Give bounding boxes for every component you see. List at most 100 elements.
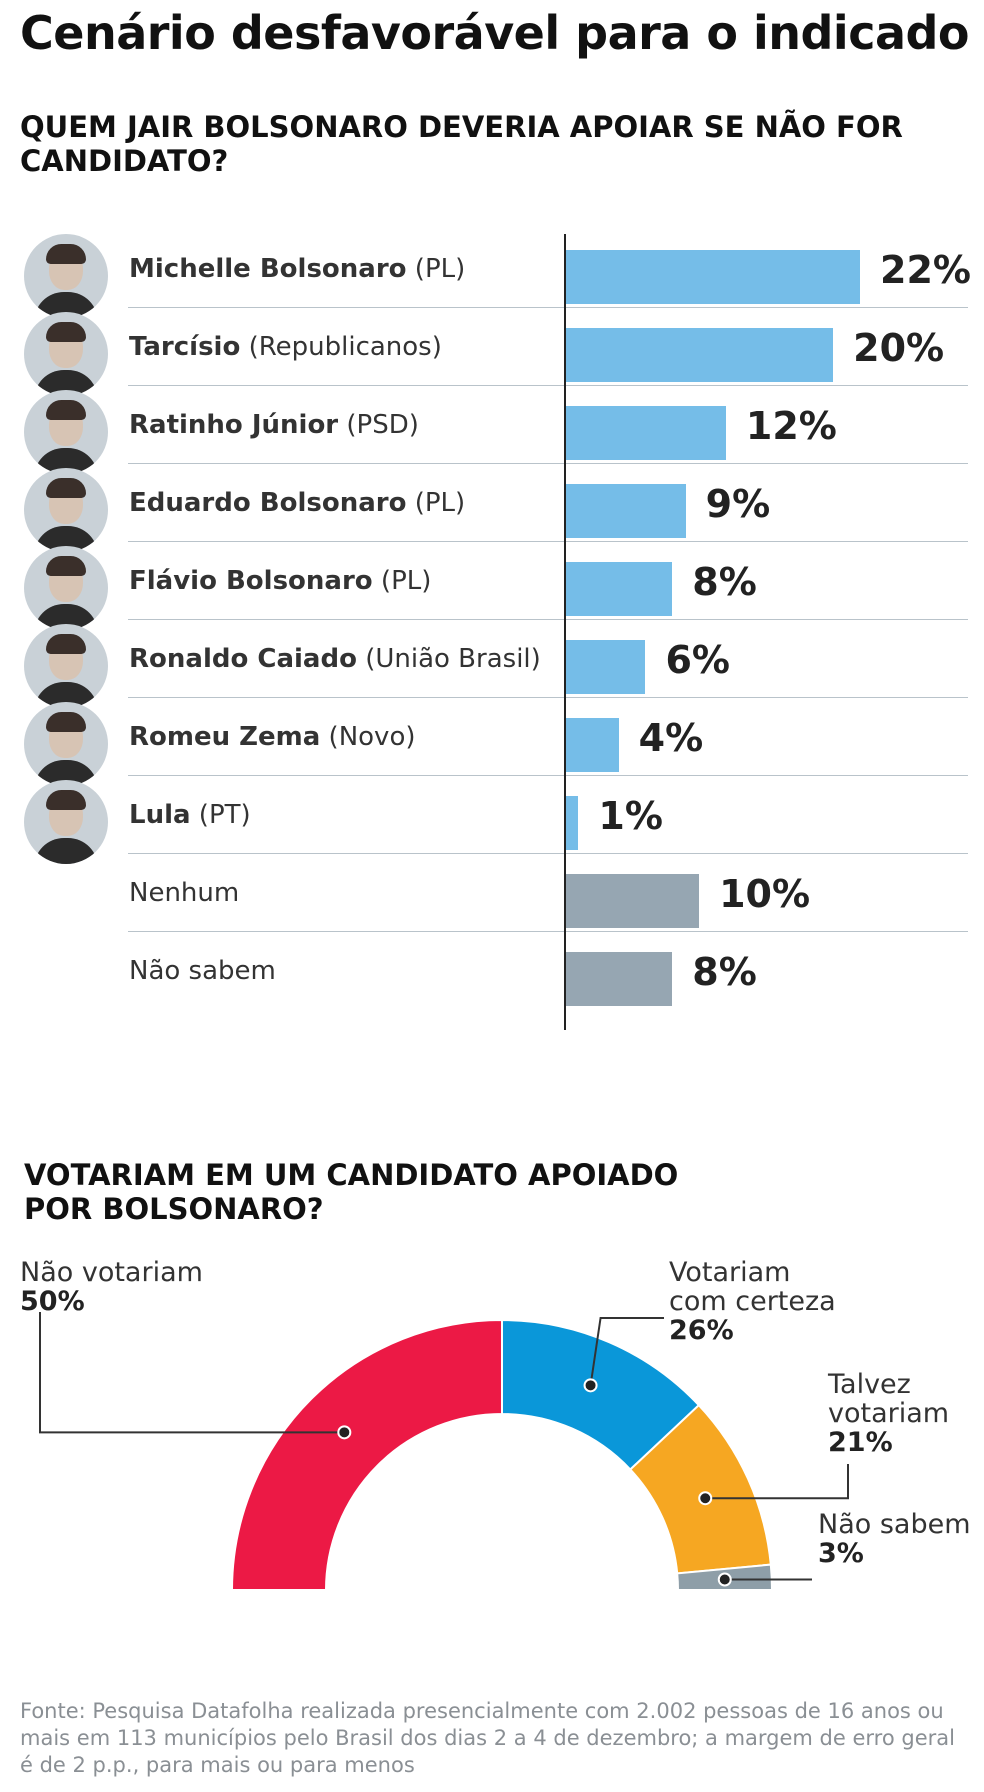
bar-value-label: 8% [692, 950, 757, 994]
candidate-name: Ronaldo Caiado [129, 644, 357, 674]
slice-name: Talvez votariam [828, 1369, 950, 1429]
bar [565, 250, 860, 304]
bar [565, 484, 686, 538]
candidate-photo [24, 780, 108, 864]
bar [565, 796, 579, 850]
slice-value: 50% [20, 1286, 85, 1317]
leader-dot [337, 1425, 352, 1440]
bar-label: Nenhum [129, 878, 239, 908]
bar-value-label: 10% [719, 872, 811, 916]
slice-value: 3% [818, 1538, 864, 1569]
bar-row: Michelle Bolsonaro (PL) 22% [0, 230, 984, 318]
row-divider [128, 853, 968, 854]
candidate-name: Michelle Bolsonaro [129, 254, 407, 284]
candidate-party: (Novo) [320, 722, 416, 752]
bar-row: Tarcísio (Republicanos) 20% [0, 308, 984, 396]
bar-row: Nenhum 10% [0, 854, 984, 932]
bar-value-label: 6% [665, 638, 730, 682]
slice-name: Não votariam [20, 1257, 203, 1288]
candidate-party: (União Brasil) [356, 644, 541, 674]
slice-value: 26% [669, 1315, 734, 1346]
bar-row: Não sabem 8% [0, 932, 984, 1010]
bar-label: Michelle Bolsonaro (PL) [129, 254, 465, 284]
slice-value: 21% [828, 1427, 893, 1458]
row-divider [128, 541, 968, 542]
bar-value-label: 1% [598, 794, 663, 838]
candidate-party: (PSD) [338, 410, 419, 440]
row-divider [128, 775, 968, 776]
leader-dot [717, 1572, 732, 1587]
bar-label: Ronaldo Caiado (União Brasil) [129, 644, 541, 674]
slice-name: Votariam com certeza [669, 1257, 836, 1317]
bar-row: Flávio Bolsonaro (PL) 8% [0, 542, 984, 630]
candidate-party: (PT) [190, 800, 251, 830]
candidate-photo [24, 390, 108, 474]
leader-line [705, 1464, 849, 1500]
bar-chart-axis [564, 234, 566, 1030]
bar-label: Lula (PT) [129, 800, 251, 830]
leader-dot [698, 1491, 713, 1506]
bar-value-label: 9% [705, 482, 771, 526]
candidate-photo [24, 312, 108, 396]
bar-chart: Michelle Bolsonaro (PL) 22% Tarcísio (Repu… [0, 230, 984, 1030]
bar [565, 874, 700, 928]
bar [565, 952, 673, 1006]
bar [565, 640, 646, 694]
row-divider [128, 307, 968, 308]
bar-row: Ratinho Júnior (PSD) 12% [0, 386, 984, 474]
bar-label: Ratinho Júnior (PSD) [129, 410, 419, 440]
bar-row: Eduardo Bolsonaro (PL) 9% [0, 464, 984, 552]
page-title: Cenário desfavorável para o indicado [20, 6, 970, 60]
bar-value-label: 22% [880, 248, 971, 292]
candidate-photo [24, 546, 108, 630]
candidate-name: Eduardo Bolsonaro [129, 488, 407, 518]
candidate-name: Tarcísio [129, 332, 241, 362]
bar-value-label: 20% [853, 326, 945, 370]
bar-value-label: 4% [638, 716, 704, 760]
bar-row: Ronaldo Caiado (União Brasil) 6% [0, 620, 984, 708]
slice-name: Não sabem [818, 1509, 971, 1540]
bar-value-label: 12% [745, 404, 837, 448]
slice-label-votariam: Votariam com certeza 26% [669, 1258, 849, 1345]
bar [565, 328, 834, 382]
row-divider [128, 463, 968, 464]
bar [565, 406, 726, 460]
bar-row: Romeu Zema (Novo) 4% [0, 698, 984, 786]
donut-chart: Não votariam 50% Votariam com certeza 26… [0, 1258, 984, 1610]
slice-label-talvez: Talvez votariam 21% [828, 1370, 968, 1457]
row-divider [128, 385, 968, 386]
bar [565, 562, 673, 616]
bar [565, 718, 619, 772]
bar-label: Tarcísio (Republicanos) [129, 332, 442, 362]
slice-label-nao-sabem: Não sabem 3% [818, 1510, 971, 1568]
bar-label: Flávio Bolsonaro (PL) [129, 566, 431, 596]
candidate-name: Ratinho Júnior [129, 410, 339, 440]
candidate-name: Flávio Bolsonaro [129, 566, 373, 596]
leader-line [39, 1312, 345, 1434]
candidate-name: Romeu Zema [129, 722, 321, 752]
bar-row: Lula (PT) 1% [0, 776, 984, 864]
bar-value-label: 8% [692, 560, 757, 604]
row-divider [128, 931, 968, 932]
donut-chart-title: VOTARIAM EM UM CANDIDATO APOIADO POR BOL… [24, 1158, 679, 1226]
candidate-party: (PL) [406, 254, 466, 284]
candidate-photo [24, 234, 108, 318]
candidate-photo [24, 624, 108, 708]
candidate-photo [24, 702, 108, 786]
candidate-party: (PL) [406, 488, 466, 518]
bar-chart-title: QUEM JAIR BOLSONARO DEVERIA APOIAR SE NÃ… [20, 110, 903, 178]
candidate-party: (Republicanos) [240, 332, 442, 362]
source-note: Fonte: Pesquisa Datafolha realizada pres… [20, 1699, 955, 1777]
slice-label-nao-votariam: Não votariam 50% [20, 1258, 203, 1316]
candidate-party: (PL) [372, 566, 432, 596]
donut-svg [39, 1312, 849, 1591]
candidate-photo [24, 468, 108, 552]
bar-label: Eduardo Bolsonaro (PL) [129, 488, 465, 518]
leader-dot [583, 1378, 598, 1393]
candidate-name: Não sabem [129, 956, 276, 986]
donut-slice [230, 1318, 503, 1591]
bar-label: Não sabem [129, 956, 276, 986]
row-divider [128, 619, 968, 620]
candidate-name: Lula [129, 800, 191, 830]
bar-label: Romeu Zema (Novo) [129, 722, 416, 752]
